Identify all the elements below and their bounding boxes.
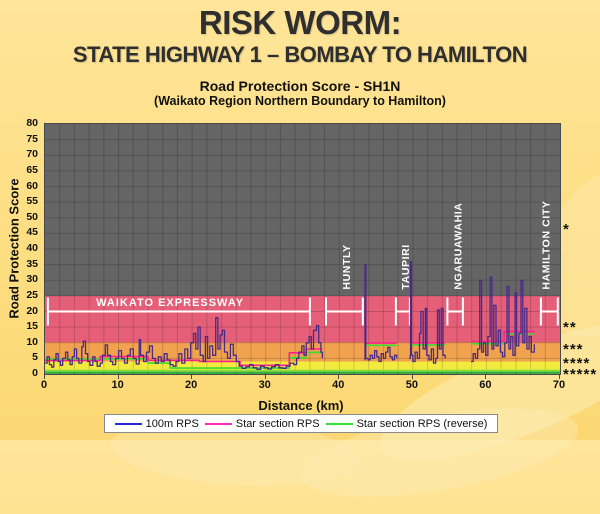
legend-swatch-star-section-rps (204, 422, 232, 425)
y-tick-label: 25 (26, 288, 38, 301)
legend-label: Star section RPS (reverse) (356, 417, 488, 430)
x-tick-label: 60 (479, 379, 492, 391)
y-tick-label: 0 (32, 367, 38, 379)
legend-entry-100m-rps: 100m RPS (114, 417, 199, 430)
chart-canvas: HUNTLY TAUPIRI NGARUAWAHIA HAMILTON CITY (45, 124, 560, 374)
legend-label: Star section RPS (235, 417, 320, 430)
series-100m-rps (364, 263, 398, 363)
y-tick-label: 40 (26, 242, 38, 254)
series-100m-rps (409, 260, 446, 364)
y-tick-label: 65 (26, 163, 38, 176)
x-tick-mark (411, 375, 413, 379)
legend-swatch-star-section-rps-reverse (325, 422, 353, 425)
x-tick-mark (117, 375, 119, 379)
x-tick-label: 50 (405, 379, 419, 391)
x-tick-label: 40 (332, 379, 345, 391)
x-tick-mark (44, 375, 45, 379)
y-tick-label: 20 (26, 304, 38, 317)
chart-title: Road Protection Score - SH1N (199, 78, 401, 94)
expressway-label: WAIKATO EXPRESSWAY (96, 296, 245, 309)
x-tick-label: 0 (40, 379, 48, 391)
series-100m-rps (45, 317, 324, 370)
star-rating-label: **** (563, 355, 591, 373)
star-rating-label: * (563, 221, 570, 239)
x-tick-label: 30 (258, 379, 271, 391)
y-tick-label: 75 (26, 132, 38, 145)
series-100m-rps (471, 276, 535, 363)
y-tick-label: 5 (32, 351, 38, 364)
y-tick-label: 45 (26, 226, 38, 239)
y-tick-label: 55 (26, 195, 38, 208)
x-tick-mark (338, 375, 340, 379)
star-rating-label: ***** (563, 365, 598, 383)
town-label: TAUPIRI (400, 244, 412, 289)
main-title: RISK WORM: (198, 4, 402, 41)
x-tick-mark (264, 375, 266, 379)
title-block: RISK WORM: STATE HIGHWAY 1 – BOMBAY TO H… (0, 0, 600, 109)
legend-swatch-100m-rps (114, 422, 142, 425)
x-tick-label: 20 (184, 379, 198, 391)
star-rating-label: *** (563, 341, 584, 359)
legend-entry-star-section-rps: Star section RPS (204, 417, 320, 430)
y-tick-label: 50 (26, 210, 38, 223)
x-tick-label: 10 (111, 379, 124, 391)
legend: 100m RPS Star section RPS Star section R… (104, 414, 498, 433)
x-tick-mark (485, 375, 487, 379)
plot-area: HUNTLY TAUPIRI NGARUAWAHIA HAMILTON CITY WA… (44, 123, 561, 375)
x-tick-mark (191, 375, 193, 379)
y-tick-label: 35 (26, 257, 38, 270)
y-tick-label: 60 (26, 179, 38, 192)
y-tick-label: 70 (26, 148, 38, 161)
legend-entry-star-section-rps-reverse: Star section RPS (reverse) (325, 417, 488, 430)
x-axis-label: Distance (km) (258, 398, 344, 413)
star-rating-label: ** (563, 318, 577, 336)
y-tick-label: 80 (26, 117, 38, 129)
y-tick-label: 15 (26, 320, 38, 333)
town-label: HAMILTON CITY (540, 201, 552, 290)
main-subtitle: STATE HIGHWAY 1 – BOMBAY TO HAMILTON (72, 42, 528, 67)
legend-label: 100m RPS (145, 417, 199, 430)
town-label: NGARUAWAHIA (453, 202, 465, 289)
chart-subtitle: (Waikato Region Northern Boundary to Ham… (154, 94, 446, 108)
town-label: HUNTLY (341, 244, 353, 289)
y-tick-label: 30 (26, 273, 38, 286)
x-tick-mark (559, 375, 560, 379)
y-tick-label: 10 (26, 335, 38, 348)
x-tick-label: 70 (552, 379, 566, 391)
